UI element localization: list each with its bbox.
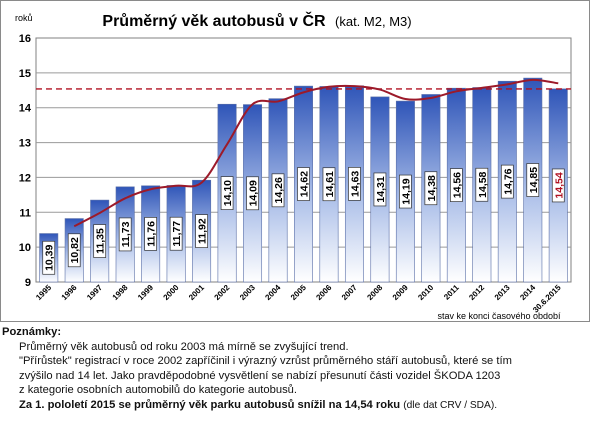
- value-label: 10,82: [69, 237, 81, 263]
- value-label: 14,62: [299, 171, 311, 197]
- notes-heading: Poznámky:: [2, 326, 62, 338]
- value-label: 11,73: [120, 221, 132, 247]
- value-label: 14,26: [273, 177, 285, 203]
- value-label: 14,10: [222, 180, 234, 206]
- note-line: "Přírůstek" registrací v roce 2002 zapří…: [19, 355, 512, 368]
- trend-line-layer: [73, 78, 559, 228]
- y-tick-label: 10: [19, 242, 31, 254]
- value-label-box: [169, 216, 183, 251]
- notes-section: Poznámky: Průměrný věk autobusů od roku …: [2, 325, 588, 414]
- value-labels: 10,39 10,82 11,35 11,73 11,76 11,77 11,92 14,10…: [42, 163, 565, 275]
- value-label-box: [526, 163, 540, 197]
- value-label: 14,63: [349, 171, 361, 197]
- value-label: 14,54: [553, 172, 565, 198]
- value-label: 14,58: [477, 171, 489, 197]
- value-label-box: [322, 167, 336, 202]
- x-tick-label: 2005: [289, 283, 308, 302]
- x-tick-label: 2011: [442, 283, 461, 302]
- value-label: 11,77: [171, 221, 183, 247]
- x-tick-label: 1995: [34, 283, 53, 302]
- trend-line: [73, 78, 559, 228]
- y-tick-label: 14: [19, 103, 32, 115]
- value-label-box: [348, 167, 361, 201]
- value-label-box: [195, 214, 208, 248]
- value-label-box: [67, 233, 81, 268]
- y-tick-label: 16: [19, 33, 31, 45]
- value-label: 14,61: [324, 171, 336, 197]
- note-summary: Za 1. pololetí 2015 se průměrný věk park…: [2, 398, 588, 414]
- x-tick-label: 2009: [391, 283, 410, 302]
- value-label-box: [551, 168, 565, 203]
- value-label-box: [373, 172, 387, 207]
- y-tick-label: 13: [19, 138, 31, 150]
- y-tick-labels: 9 10 11 12 13 14 15 16: [19, 33, 32, 289]
- value-label: 14,09: [248, 180, 260, 206]
- value-label: 10,39: [44, 244, 56, 270]
- x-tick-labels: 1995 1996 1997 1998 1999 2000 2001 2002 2003 2004…: [34, 283, 563, 315]
- y-tick-label: 12: [19, 172, 31, 184]
- x-axis-label: stav ke konci časového období: [437, 311, 561, 321]
- note-line: Průměrný věk autobusů od roku 2003 má mí…: [19, 340, 349, 353]
- chart-figure: 10,39 10,82 11,35 11,73 11,76 11,77 11,92 14,10…: [0, 0, 590, 322]
- x-tick-label: 2007: [340, 283, 359, 302]
- value-label-box: [118, 217, 132, 252]
- note-summary-bold: Za 1. pololetí 2015 se průměrný věk park…: [19, 398, 401, 411]
- x-tick-label: 2001: [187, 283, 206, 302]
- x-tick-label: 2003: [238, 283, 257, 302]
- y-tick-label: 11: [19, 207, 31, 219]
- value-label-box: [424, 171, 438, 206]
- value-label-box: [271, 173, 285, 208]
- x-tick-label: 2008: [365, 283, 384, 302]
- value-label: 14,76: [502, 168, 514, 194]
- x-tick-label: 2014: [518, 283, 537, 302]
- value-label-box: [220, 176, 234, 210]
- value-label-box: [475, 167, 489, 202]
- x-tick-label: 30.6.2015: [531, 283, 563, 315]
- x-tick-label: 2010: [416, 283, 435, 302]
- y-tick-label: 9: [25, 277, 31, 289]
- y-tick-label: 15: [19, 68, 31, 80]
- x-tick-label: 1999: [136, 283, 155, 302]
- value-label: 11,35: [95, 228, 107, 254]
- note-line: zvýšilo nad 14 let. Jako pravděpodobné v…: [19, 369, 501, 382]
- y-axis-label: roků: [15, 13, 33, 23]
- x-tick-label: 2006: [314, 283, 333, 302]
- x-tick-label: 1997: [85, 283, 104, 302]
- value-label: 14,85: [528, 167, 540, 193]
- value-label: 14,19: [400, 178, 412, 204]
- value-label: 14,31: [375, 176, 387, 202]
- x-tick-label: 2012: [467, 283, 486, 302]
- value-label: 14,38: [426, 175, 438, 201]
- value-label-box: [500, 164, 514, 199]
- x-tick-label: 2002: [213, 283, 232, 302]
- value-label-box: [246, 176, 259, 211]
- value-label-box: [450, 168, 463, 202]
- value-label: 11,92: [197, 218, 209, 244]
- value-label-box: [399, 174, 412, 209]
- x-tick-label: 2000: [162, 283, 181, 302]
- value-label-box: [42, 240, 56, 275]
- value-label: 14,56: [451, 172, 463, 198]
- x-tick-label: 2004: [263, 283, 282, 302]
- x-tick-label: 1998: [111, 283, 130, 302]
- value-label: 11,76: [146, 221, 158, 247]
- chart-title: Průměrný věk autobusů v ČR (kat. M2, M3): [102, 11, 411, 30]
- value-label-box: [144, 217, 157, 251]
- x-tick-label: 2013: [493, 283, 512, 302]
- value-label-box: [93, 224, 107, 258]
- x-tick-label: 1996: [60, 283, 79, 302]
- chart-svg: 10,39 10,82 11,35 11,73 11,76 11,77 11,92 14,10…: [15, 11, 572, 321]
- value-label-box: [297, 167, 310, 201]
- note-line: z kategorie osobních automobilů do kateg…: [19, 384, 298, 397]
- note-source: (dle dat CRV / SDA).: [403, 399, 498, 411]
